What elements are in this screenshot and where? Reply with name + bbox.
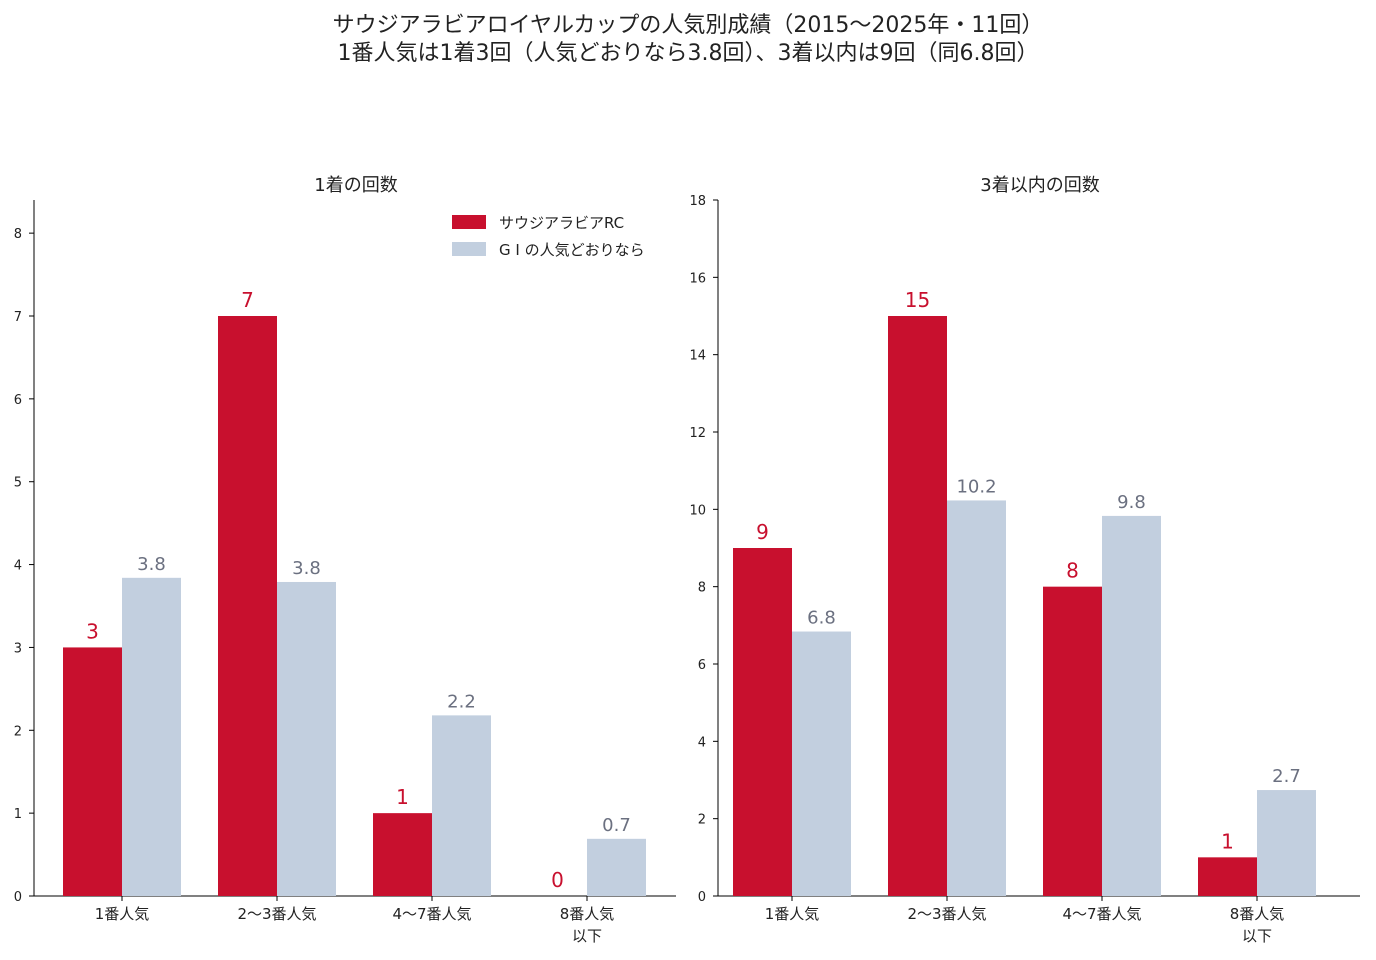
x-category-label: 1番人気 bbox=[95, 905, 150, 923]
data-label-series-b: 2.2 bbox=[447, 691, 476, 712]
data-label-series-b: 2.7 bbox=[1272, 766, 1301, 787]
data-label-series-a: 1 bbox=[1221, 829, 1234, 853]
data-label-series-a: 3 bbox=[86, 619, 99, 643]
bar-series-b bbox=[122, 577, 181, 896]
y-tick-label: 2 bbox=[14, 724, 22, 739]
y-tick-label: 2 bbox=[698, 813, 706, 828]
bar-サウジアラビアRC bbox=[733, 548, 792, 896]
y-tick-label: 4 bbox=[14, 559, 22, 574]
x-category-label: 以下 bbox=[1242, 927, 1272, 945]
data-label-series-a: 7 bbox=[241, 288, 254, 312]
y-tick-label: 8 bbox=[14, 227, 22, 242]
bar-series-b bbox=[792, 631, 851, 896]
data-label-series-b: 3.8 bbox=[137, 554, 166, 575]
legend-swatch-series-b bbox=[452, 242, 486, 256]
legend-label-series-b: G I の人気どおりなら bbox=[499, 241, 645, 259]
y-tick-label: 4 bbox=[698, 735, 706, 750]
y-tick-label: 7 bbox=[14, 310, 22, 325]
y-tick-label: 6 bbox=[698, 658, 706, 673]
y-tick-label: 6 bbox=[14, 393, 22, 408]
y-tick-label: 10 bbox=[689, 503, 706, 518]
y-tick-label: 12 bbox=[689, 426, 706, 441]
data-label-series-b: 3.8 bbox=[292, 558, 321, 579]
x-category-label: 8番人気 bbox=[560, 905, 615, 923]
panel-title-2: 3着以内の回数 bbox=[980, 175, 1099, 196]
chart-title-line2: 1番人気は1着3回（人気どおりなら3.8回）、3着以内は9回（同6.8回） bbox=[337, 41, 1039, 66]
y-tick-label: 0 bbox=[698, 890, 706, 905]
x-category-label: 2〜3番人気 bbox=[237, 905, 316, 923]
bar-サウジアラビアRC bbox=[218, 316, 277, 896]
x-category-label: 4〜7番人気 bbox=[392, 905, 471, 923]
x-category-label: 以下 bbox=[572, 927, 602, 945]
y-tick-label: 18 bbox=[689, 194, 706, 209]
bar-series-b bbox=[1257, 790, 1316, 896]
legend-label-series-a: サウジアラビアRC bbox=[499, 214, 624, 232]
data-label-series-a: 0 bbox=[551, 868, 564, 892]
bar-サウジアラビアRC bbox=[888, 316, 947, 896]
x-category-label: 2〜3番人気 bbox=[907, 905, 986, 923]
panel-title-1: 1着の回数 bbox=[314, 175, 397, 196]
x-category-label: 4〜7番人気 bbox=[1062, 905, 1141, 923]
y-tick-label: 0 bbox=[14, 890, 22, 905]
x-category-label: 1番人気 bbox=[765, 905, 820, 923]
data-label-series-a: 15 bbox=[905, 288, 930, 312]
data-label-series-a: 8 bbox=[1066, 559, 1079, 583]
bar-series-b bbox=[587, 838, 646, 896]
y-tick-label: 3 bbox=[14, 641, 22, 656]
data-label-series-b: 0.7 bbox=[602, 815, 631, 836]
bar-series-b bbox=[947, 500, 1006, 896]
y-tick-label: 8 bbox=[698, 581, 706, 596]
bar-series-b bbox=[432, 715, 491, 896]
data-label-series-b: 10.2 bbox=[956, 476, 996, 497]
legend-swatch-series-a bbox=[452, 215, 486, 229]
data-label-series-a: 1 bbox=[396, 785, 409, 809]
y-tick-label: 5 bbox=[14, 476, 22, 491]
data-label-series-b: 6.8 bbox=[807, 608, 836, 629]
y-tick-label: 1 bbox=[14, 807, 22, 822]
y-tick-label: 14 bbox=[689, 349, 706, 364]
bar-サウジアラビアRC bbox=[373, 813, 432, 896]
x-category-label: 8番人気 bbox=[1230, 905, 1285, 923]
bar-サウジアラビアRC bbox=[1043, 586, 1102, 896]
data-label-series-a: 9 bbox=[756, 520, 769, 544]
bar-サウジアラビアRC bbox=[63, 647, 122, 896]
bar-series-b bbox=[277, 581, 336, 896]
chart-title-line1: サウジアラビアロイヤルカップの人気別成績（2015〜2025年・11回） bbox=[332, 13, 1044, 38]
data-label-series-b: 9.8 bbox=[1117, 492, 1146, 513]
y-tick-label: 16 bbox=[689, 271, 706, 286]
bar-series-b bbox=[1102, 515, 1161, 896]
bar-サウジアラビアRC bbox=[1198, 857, 1257, 896]
